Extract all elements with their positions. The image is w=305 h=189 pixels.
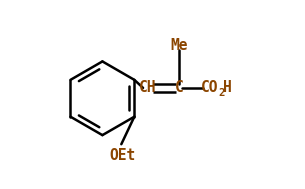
Text: CO: CO <box>201 80 218 95</box>
Text: H: H <box>223 80 232 95</box>
Text: Me: Me <box>170 38 188 53</box>
Text: CH: CH <box>139 80 156 95</box>
Text: 2: 2 <box>218 88 225 98</box>
Text: OEt: OEt <box>109 148 135 163</box>
Text: C: C <box>174 80 183 95</box>
